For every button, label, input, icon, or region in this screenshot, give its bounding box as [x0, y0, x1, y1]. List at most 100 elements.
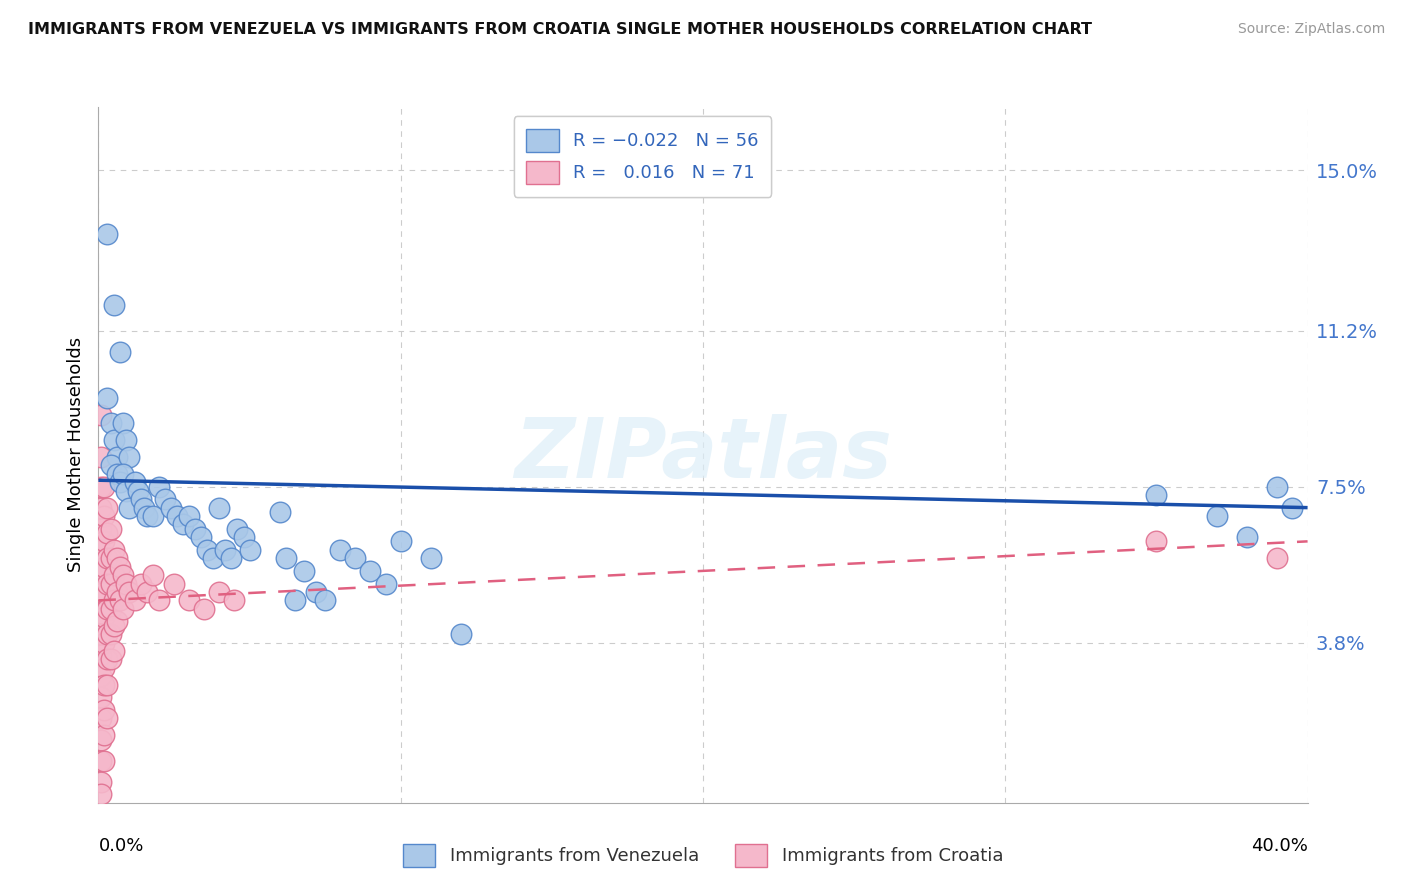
Point — [93, 754, 115, 768]
Point — [221, 551, 243, 566]
Point — [90, 690, 112, 705]
Point — [96, 391, 118, 405]
Point — [1267, 551, 1289, 566]
Point — [93, 559, 115, 574]
Point — [111, 467, 134, 481]
Text: 40.0%: 40.0% — [1251, 837, 1308, 855]
Point — [142, 509, 165, 524]
Point — [135, 585, 157, 599]
Point — [93, 703, 115, 717]
Point — [100, 652, 122, 666]
Point — [105, 551, 128, 566]
Point — [450, 627, 472, 641]
Point — [96, 576, 118, 591]
Point — [118, 585, 141, 599]
Point — [103, 433, 125, 447]
Text: ZIPatlas: ZIPatlas — [515, 415, 891, 495]
Point — [166, 509, 188, 524]
Point — [93, 678, 115, 692]
Point — [108, 593, 131, 607]
Point — [305, 585, 328, 599]
Text: Source: ZipAtlas.com: Source: ZipAtlas.com — [1237, 22, 1385, 37]
Point — [208, 585, 231, 599]
Point — [193, 602, 215, 616]
Point — [90, 627, 112, 641]
Point — [132, 500, 155, 515]
Point — [100, 627, 122, 641]
Point — [208, 500, 231, 515]
Point — [93, 509, 115, 524]
Point — [1236, 530, 1258, 544]
Point — [129, 576, 152, 591]
Point — [124, 475, 146, 490]
Point — [135, 509, 157, 524]
Point — [344, 551, 367, 566]
Text: 0.0%: 0.0% — [98, 837, 143, 855]
Point — [108, 344, 131, 359]
Point — [96, 627, 118, 641]
Point — [160, 500, 183, 515]
Point — [90, 479, 112, 493]
Point — [96, 652, 118, 666]
Point — [111, 602, 134, 616]
Point — [284, 593, 307, 607]
Point — [100, 522, 122, 536]
Point — [90, 500, 112, 515]
Point — [90, 732, 112, 747]
Point — [93, 728, 115, 742]
Point — [90, 711, 112, 725]
Point — [420, 551, 443, 566]
Point — [1144, 534, 1167, 549]
Point — [90, 774, 112, 789]
Point — [1267, 479, 1289, 493]
Point — [224, 593, 246, 607]
Point — [184, 522, 207, 536]
Point — [100, 576, 122, 591]
Point — [179, 593, 201, 607]
Point — [105, 450, 128, 464]
Point — [127, 483, 149, 498]
Point — [93, 661, 115, 675]
Point — [153, 492, 176, 507]
Point — [148, 593, 170, 607]
Point — [148, 479, 170, 493]
Point — [129, 492, 152, 507]
Point — [239, 542, 262, 557]
Point — [90, 606, 112, 620]
Point — [374, 576, 396, 591]
Point — [103, 568, 125, 582]
Point — [108, 559, 131, 574]
Point — [100, 551, 122, 566]
Point — [360, 564, 382, 578]
Point — [114, 433, 136, 447]
Point — [105, 615, 128, 629]
Point — [1281, 500, 1303, 515]
Legend: Immigrants from Venezuela, Immigrants from Croatia: Immigrants from Venezuela, Immigrants fr… — [395, 837, 1011, 874]
Point — [103, 618, 125, 632]
Point — [108, 475, 131, 490]
Point — [190, 530, 212, 544]
Point — [172, 517, 194, 532]
Point — [103, 298, 125, 312]
Point — [1144, 488, 1167, 502]
Point — [111, 568, 134, 582]
Point — [114, 576, 136, 591]
Point — [118, 450, 141, 464]
Point — [142, 568, 165, 582]
Point — [226, 522, 249, 536]
Point — [100, 417, 122, 431]
Point — [90, 788, 112, 802]
Point — [93, 610, 115, 624]
Point — [389, 534, 412, 549]
Point — [100, 602, 122, 616]
Point — [124, 593, 146, 607]
Point — [90, 522, 112, 536]
Point — [1206, 509, 1229, 524]
Point — [96, 525, 118, 540]
Text: IMMIGRANTS FROM VENEZUELA VS IMMIGRANTS FROM CROATIA SINGLE MOTHER HOUSEHOLDS CO: IMMIGRANTS FROM VENEZUELA VS IMMIGRANTS … — [28, 22, 1092, 37]
Point — [274, 551, 297, 566]
Point — [90, 408, 112, 422]
Point — [103, 644, 125, 658]
Point — [96, 500, 118, 515]
Point — [90, 542, 112, 557]
